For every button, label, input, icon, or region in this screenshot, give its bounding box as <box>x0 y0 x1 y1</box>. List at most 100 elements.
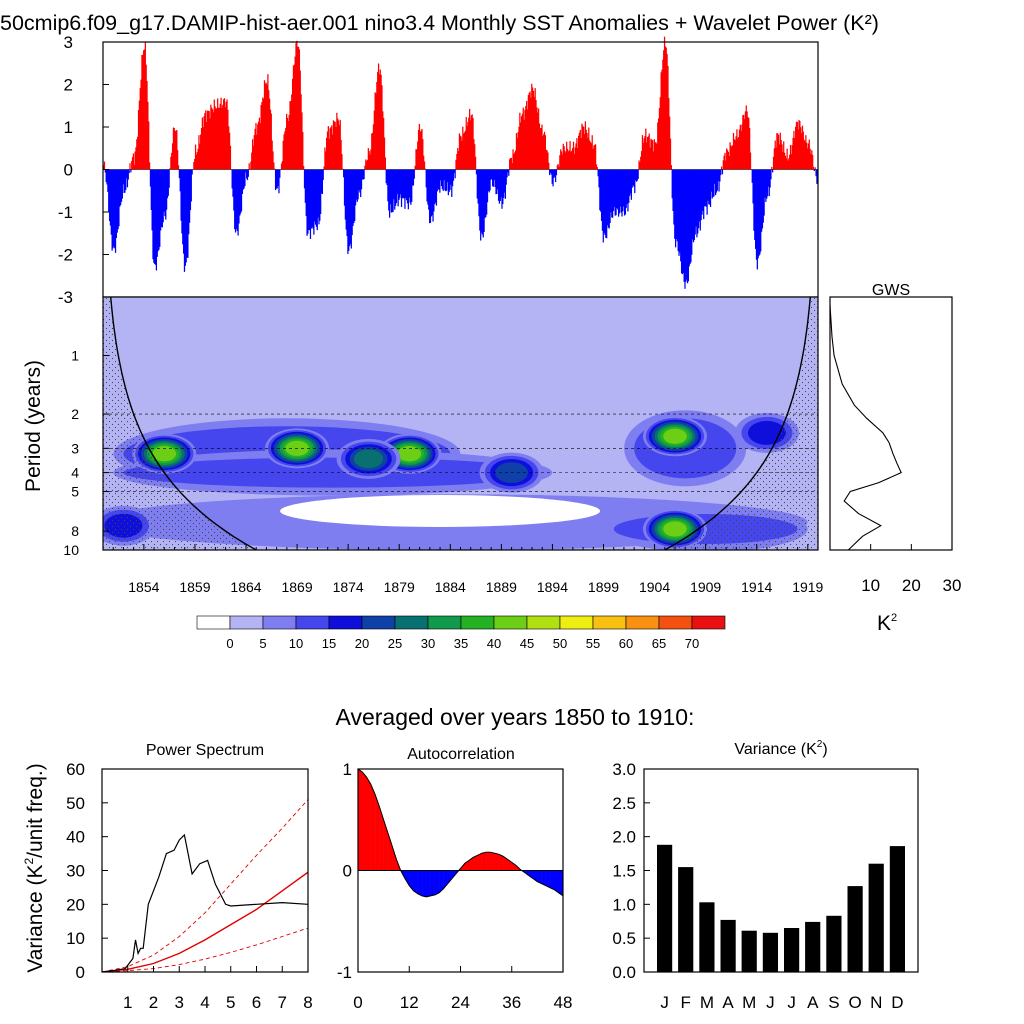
anomaly-bar <box>387 169 389 202</box>
anomaly-bar <box>737 136 740 170</box>
anomaly-bar <box>543 134 545 170</box>
anomaly-bar <box>291 94 293 170</box>
anomaly-bar <box>794 138 796 170</box>
anomaly-bar <box>514 150 517 170</box>
anomaly-bar <box>501 169 503 209</box>
gws-line <box>829 305 902 551</box>
anomaly-bar <box>665 47 667 170</box>
anomaly-bar <box>153 169 155 263</box>
anomaly-bar <box>182 169 184 245</box>
anomaly-bar <box>469 108 471 170</box>
spectrum-y-tick-label: 20 <box>66 895 85 914</box>
anomaly-bar <box>362 169 364 180</box>
anomaly-bar <box>782 151 784 170</box>
anomaly-bar <box>364 165 366 170</box>
anomaly-bar <box>666 54 668 170</box>
anomaly-bar <box>795 126 797 170</box>
variance-y-tick-label: 0.5 <box>612 929 636 948</box>
anomaly-bar <box>595 164 598 170</box>
anomaly-bar <box>174 131 176 170</box>
anomaly-bar <box>695 169 697 227</box>
anomaly-bar <box>223 99 225 170</box>
wavelet-x-tick-label: 1919 <box>792 579 823 595</box>
anomaly-bar <box>532 87 534 170</box>
anomaly-bar <box>251 152 253 170</box>
anomaly-bar <box>391 169 393 213</box>
colorbar-label: 25 <box>388 636 402 651</box>
anomaly-bar <box>487 169 489 192</box>
colorbar-swatch <box>196 615 231 630</box>
anomaly-bar <box>188 169 190 235</box>
anomaly-bar <box>321 169 324 195</box>
cone-hatch-right <box>664 297 818 550</box>
anomaly-bar <box>429 169 431 224</box>
anomaly-bar <box>737 138 739 170</box>
anomaly-bar <box>308 169 311 231</box>
anomaly-bar <box>509 157 512 170</box>
anomaly-bar <box>166 169 169 199</box>
anomaly-bar <box>348 169 351 247</box>
anomaly-bar <box>371 132 374 170</box>
anomaly-bar <box>592 148 594 170</box>
anomaly-bar <box>274 168 276 170</box>
anomaly-bar <box>629 169 631 196</box>
anomaly-bar <box>329 128 331 170</box>
anomaly-bar <box>554 169 556 177</box>
anomaly-bar <box>435 169 438 206</box>
anomaly-bar <box>591 135 593 170</box>
anomaly-bar <box>227 109 229 170</box>
spectrum-frame <box>101 768 309 973</box>
variance-x-tick-label: J <box>787 993 796 1012</box>
anomaly-bar <box>738 129 741 170</box>
anomaly-bar <box>754 169 756 241</box>
anomaly-bar <box>801 125 804 170</box>
anomaly-bar <box>241 169 243 195</box>
anomaly-bar <box>111 169 113 251</box>
anomaly-bar <box>503 169 506 193</box>
anomaly-bar <box>407 169 409 210</box>
anomaly-bar <box>328 138 330 170</box>
anomaly-bar <box>619 169 621 207</box>
anomaly-bar <box>701 169 703 215</box>
anomaly-bar <box>506 169 508 178</box>
anomaly-bar <box>524 109 526 170</box>
anomaly-bar <box>552 169 554 187</box>
anomaly-bar <box>490 169 492 180</box>
anomaly-bar <box>473 139 475 170</box>
anomaly-bar <box>223 98 226 170</box>
anomaly-bar <box>614 169 616 216</box>
anomaly-bar <box>194 158 196 170</box>
autocorr-segment <box>434 870 440 896</box>
anomaly-bar <box>527 95 529 170</box>
colorbar-label: 55 <box>586 636 600 651</box>
anomaly-bar <box>646 137 649 170</box>
colorbar-label: 35 <box>454 636 468 651</box>
anomaly-bar <box>717 169 719 182</box>
anomaly-bar <box>257 124 259 170</box>
variance-title: Variance (K2) <box>734 739 827 758</box>
anomaly-bar <box>105 169 107 183</box>
anomaly-bar <box>402 169 404 198</box>
anomaly-bar <box>553 169 555 179</box>
anomaly-bar <box>663 50 665 170</box>
anomaly-bar <box>228 126 230 170</box>
anomaly-bar <box>675 169 678 239</box>
anomaly-bar <box>434 169 437 203</box>
anomaly-bar <box>517 132 519 170</box>
anomaly-bar <box>725 160 727 170</box>
autocorr-segment <box>485 852 491 871</box>
anomaly-bar <box>732 132 735 170</box>
autocorrelation-panel: Autocorrelation 10-10 12 24 36 48 <box>337 746 573 1012</box>
anomaly-bar <box>704 169 707 206</box>
anomaly-bar <box>572 148 574 170</box>
anomaly-bar <box>677 169 679 252</box>
anomaly-bar <box>400 169 403 208</box>
anomaly-bar <box>165 169 168 210</box>
anomaly-bar <box>676 169 678 242</box>
anomaly-bar <box>213 99 215 170</box>
anomaly-bar <box>124 169 126 193</box>
autocorr-line <box>358 769 563 898</box>
anomaly-bar <box>395 169 398 204</box>
anomaly-bar <box>201 117 203 170</box>
variance-x-tick-label: A <box>807 993 819 1012</box>
